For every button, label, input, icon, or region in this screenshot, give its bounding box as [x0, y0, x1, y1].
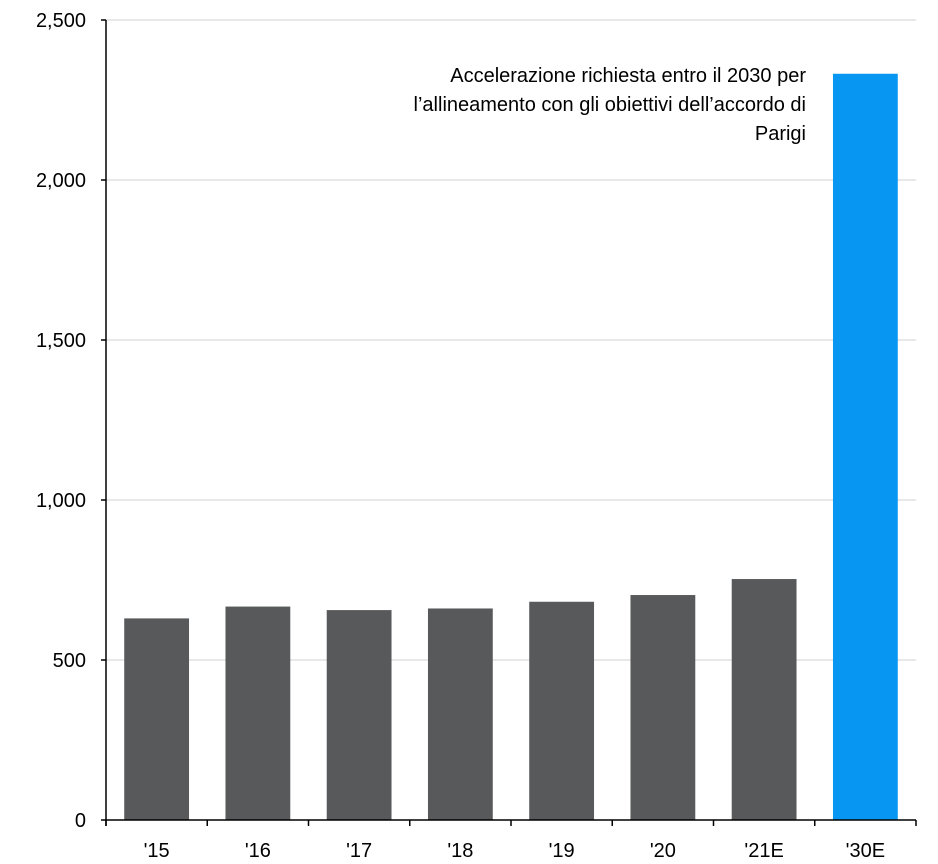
y-tick-label: 1,500 [36, 330, 86, 352]
bar [124, 618, 190, 820]
x-tick-label: '16 [245, 840, 271, 862]
bar [832, 73, 898, 820]
y-tick-label: 1,000 [36, 490, 86, 512]
bar [630, 595, 696, 820]
x-tick-label: '21E [744, 840, 783, 862]
bar [225, 606, 291, 820]
x-tick-label: '19 [549, 840, 575, 862]
chart-annotation: Accelerazione richiesta entro il 2030 pe… [413, 65, 806, 145]
bar [326, 610, 392, 820]
x-tick-label: '20 [650, 840, 676, 862]
y-tick-label: 0 [75, 810, 86, 832]
bar [731, 579, 797, 820]
bar [529, 601, 595, 820]
bar [427, 608, 493, 820]
bars [124, 73, 898, 820]
x-tick-label: '15 [144, 840, 170, 862]
x-tick-label: '18 [447, 840, 473, 862]
y-tick-label: 2,500 [36, 10, 86, 32]
y-tick-label: 500 [53, 650, 86, 672]
y-axis-ticks: 0 500 1,000 1,500 2,000 2,500 [36, 10, 106, 832]
x-axis-ticks: '15 '16 '17 '18 '19 '20 '21E '30E [105, 820, 917, 862]
x-tick-label: '17 [346, 840, 372, 862]
y-tick-label: 2,000 [36, 170, 86, 192]
x-tick-label: '30E [846, 840, 885, 862]
